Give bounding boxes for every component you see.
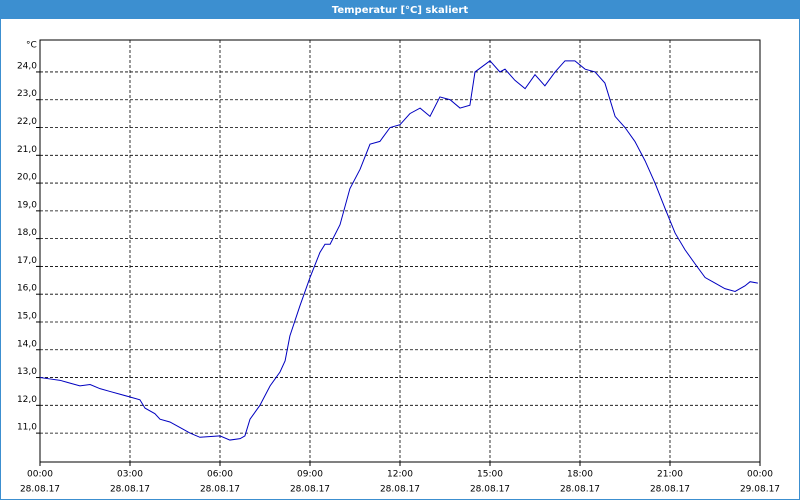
y-tick-label: 24,0 xyxy=(17,61,37,71)
y-tick-label: 12,0 xyxy=(17,395,37,405)
title-bar xyxy=(0,0,800,19)
x-tick-label: 00:00 xyxy=(747,470,773,480)
data-line xyxy=(39,60,758,441)
y-tick-label: 19,0 xyxy=(17,200,37,210)
y-tick-label: 15,0 xyxy=(17,311,37,321)
x-tick-label: 15:00 xyxy=(477,470,503,480)
y-tick-label: 23,0 xyxy=(17,89,37,99)
chart-title: Temperatur [°C] skaliert xyxy=(332,5,469,16)
x-tick-label: 18:00 xyxy=(567,470,593,480)
y-tick-label: 14,0 xyxy=(17,339,37,349)
y-tick-label: 13,0 xyxy=(17,367,37,377)
y-tick-label: 18,0 xyxy=(17,228,37,238)
x-tick-date: 28.08.17 xyxy=(560,485,600,495)
x-tick-label: 06:00 xyxy=(207,470,233,480)
x-tick-label: 00:00 xyxy=(27,470,53,480)
x-tick-date: 28.08.17 xyxy=(110,485,150,495)
x-tick-date: 28.08.17 xyxy=(290,485,330,495)
y-unit-label: °C xyxy=(26,41,37,51)
y-tick-label: 11,0 xyxy=(17,423,37,433)
y-tick-label: 22,0 xyxy=(17,117,37,127)
x-tick-label: 12:00 xyxy=(387,470,413,480)
x-tick-label: 21:00 xyxy=(657,470,683,480)
x-tick-date: 28.08.17 xyxy=(200,485,240,495)
y-tick-label: 16,0 xyxy=(17,284,37,294)
y-tick-label: 17,0 xyxy=(17,256,37,266)
x-tick-date: 28.08.17 xyxy=(380,485,420,495)
x-tick-label: 03:00 xyxy=(117,470,143,480)
x-tick-date: 29.08.17 xyxy=(740,485,780,495)
x-tick-date: 28.08.17 xyxy=(470,485,510,495)
y-tick-label: 20,0 xyxy=(17,173,37,183)
x-tick-date: 28.08.17 xyxy=(20,485,60,495)
x-tick-date: 28.08.17 xyxy=(650,485,690,495)
y-tick-label: 21,0 xyxy=(17,145,37,155)
x-tick-label: 09:00 xyxy=(297,470,323,480)
